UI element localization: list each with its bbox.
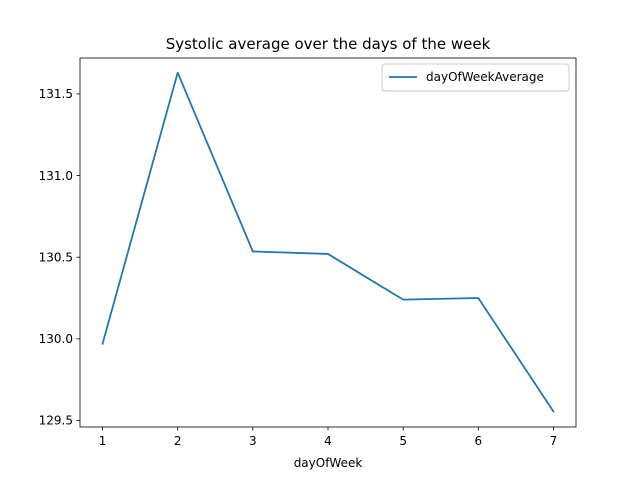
plot-area bbox=[80, 58, 576, 427]
y-axis: 129.5 130.0 130.5 131.0 131.5 bbox=[39, 87, 80, 428]
legend: dayOfWeekAverage bbox=[381, 63, 570, 92]
x-tick-label: 3 bbox=[249, 434, 257, 448]
series-layer bbox=[101, 71, 555, 413]
y-tick-label: 131.0 bbox=[39, 169, 73, 183]
y-tick-label: 130.5 bbox=[39, 250, 73, 264]
x-tick-label: 5 bbox=[399, 434, 407, 448]
y-tick-label: 131.5 bbox=[39, 87, 73, 101]
x-tick-label: 4 bbox=[324, 434, 332, 448]
x-tick-label: 7 bbox=[550, 434, 558, 448]
x-tick-label: 2 bbox=[174, 434, 182, 448]
y-tick-label: 129.5 bbox=[39, 414, 73, 428]
y-tick-label: 130.0 bbox=[39, 332, 73, 346]
legend-box bbox=[381, 63, 570, 92]
plot-frame bbox=[79, 57, 577, 428]
x-tick-label: 1 bbox=[99, 434, 107, 448]
x-tick-label: 6 bbox=[474, 434, 482, 448]
x-axis: 1 2 3 4 5 6 7 bbox=[99, 427, 558, 448]
chart-title: Systolic average over the days of the we… bbox=[166, 35, 491, 53]
legend-label: dayOfWeekAverage bbox=[426, 70, 544, 84]
x-axis-label: dayOfWeek bbox=[294, 456, 363, 470]
series-line-0 bbox=[101, 71, 555, 413]
